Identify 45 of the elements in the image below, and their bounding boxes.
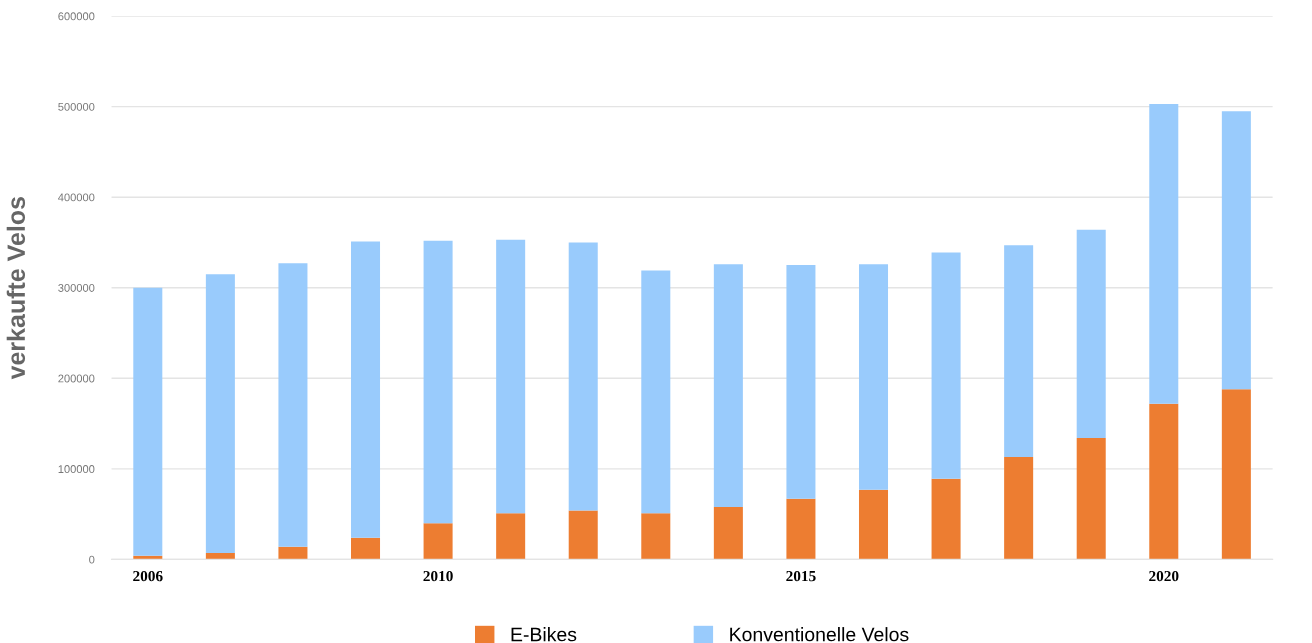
bar xyxy=(713,506,743,560)
bar xyxy=(858,264,889,490)
x-tick-label: 2015 xyxy=(786,570,816,582)
bar xyxy=(1149,103,1179,404)
bar xyxy=(858,489,889,560)
y-tick-label: 400000 xyxy=(58,193,95,202)
y-tick-label: 300000 xyxy=(58,284,95,292)
y-tick-label: 100000 xyxy=(58,465,95,473)
bar xyxy=(1004,457,1034,560)
bar xyxy=(205,553,235,560)
bar xyxy=(423,240,453,524)
bar xyxy=(351,241,381,538)
bar xyxy=(568,242,598,511)
bar xyxy=(133,287,163,556)
y-tick-label: 0 xyxy=(89,555,95,564)
legend-label: E-Bikes xyxy=(511,627,577,642)
bar xyxy=(205,274,235,554)
x-tick-label: 2010 xyxy=(423,570,453,582)
bar xyxy=(278,263,308,547)
bar xyxy=(1076,438,1106,560)
y-tick-label: 600000 xyxy=(58,12,95,21)
legend-label: Konventionelle Velos xyxy=(730,627,909,642)
bar xyxy=(1076,229,1106,439)
bar xyxy=(641,513,671,560)
bar xyxy=(1221,111,1251,390)
bar xyxy=(931,478,961,560)
bar xyxy=(1149,403,1179,560)
bar xyxy=(278,546,308,560)
bar xyxy=(641,270,671,514)
bar xyxy=(786,265,816,499)
bar xyxy=(1004,245,1034,458)
bar xyxy=(713,264,743,507)
y-tick-label: 200000 xyxy=(58,374,95,383)
y-tick-label: 500000 xyxy=(58,102,95,111)
x-tick-label: 2020 xyxy=(1149,570,1179,582)
bar xyxy=(496,513,526,560)
bar xyxy=(423,523,453,560)
bar xyxy=(351,537,381,560)
bar xyxy=(496,239,526,514)
y-axis-title: verkaufte Velos xyxy=(6,197,26,380)
bar xyxy=(931,252,961,479)
x-tick-label: 2006 xyxy=(133,570,163,582)
bar xyxy=(568,510,598,560)
bar xyxy=(1221,389,1251,560)
bar xyxy=(786,498,816,560)
